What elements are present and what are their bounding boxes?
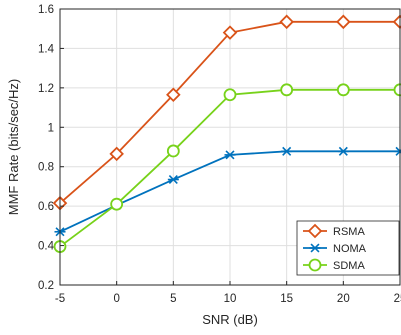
data-point-rsma	[279, 14, 294, 30]
data-point-noma	[337, 146, 349, 156]
data-point-noma	[224, 150, 236, 160]
legend-marker-sdma	[308, 258, 322, 272]
asterisk-stroke	[225, 150, 235, 160]
data-point-sdma	[223, 88, 237, 102]
axis-ticks: -5 0 5 10 15 20 25 0.2 0.4 0.6 0.8 1 1.2 1.4 1.6	[38, 4, 401, 305]
y-axis-label: MMF Rate (bits/sec/Hz)	[6, 79, 21, 216]
x-tick-label: 0	[113, 293, 119, 305]
y-tick-label: 0.6	[38, 201, 54, 213]
asterisk-stroke	[338, 146, 348, 156]
data-point-rsma	[109, 146, 124, 162]
data-point-sdma	[280, 83, 294, 97]
data-point-sdma	[110, 197, 124, 211]
x-tick-label: 10	[224, 293, 237, 305]
x-tick-label: 25	[394, 293, 401, 305]
asterisk-stroke	[168, 175, 178, 185]
x-tick-label: 20	[337, 293, 350, 305]
legend-label-sdma: SDMA	[333, 260, 365, 272]
y-tick-label: 1.4	[38, 43, 55, 55]
y-tick-label: 0.4	[38, 241, 55, 253]
x-tick-label: -5	[55, 293, 65, 305]
series-rsma	[52, 14, 401, 211]
legend-label-noma: NOMA	[333, 243, 367, 255]
data-point-rsma	[222, 25, 238, 40]
y-tick-label: 0.8	[38, 162, 54, 174]
data-point-sdma	[166, 144, 180, 158]
x-tick-label: 15	[280, 293, 293, 305]
data-point-rsma	[166, 87, 181, 103]
legend-marker-rsma	[307, 223, 323, 239]
y-tick-label: 0.2	[38, 280, 54, 292]
y-tick-label: 1.2	[38, 83, 54, 95]
data-point-rsma	[336, 14, 351, 30]
data-point-noma	[281, 146, 293, 156]
data-point-sdma	[336, 83, 350, 97]
y-tick-label: 1	[48, 122, 54, 134]
asterisk-stroke	[310, 243, 320, 253]
x-axis-label: SNR (dB)	[202, 312, 258, 327]
legend: RSMA NOMA SDMA	[296, 220, 400, 276]
legend-label-rsma: RSMA	[333, 226, 365, 238]
x-tick-label: 5	[170, 293, 176, 305]
asterisk-stroke	[282, 146, 292, 156]
y-tick-label: 1.6	[38, 4, 54, 16]
data-point-noma	[167, 175, 179, 185]
plot-series	[52, 14, 401, 253]
legend-marker-noma	[309, 243, 321, 253]
